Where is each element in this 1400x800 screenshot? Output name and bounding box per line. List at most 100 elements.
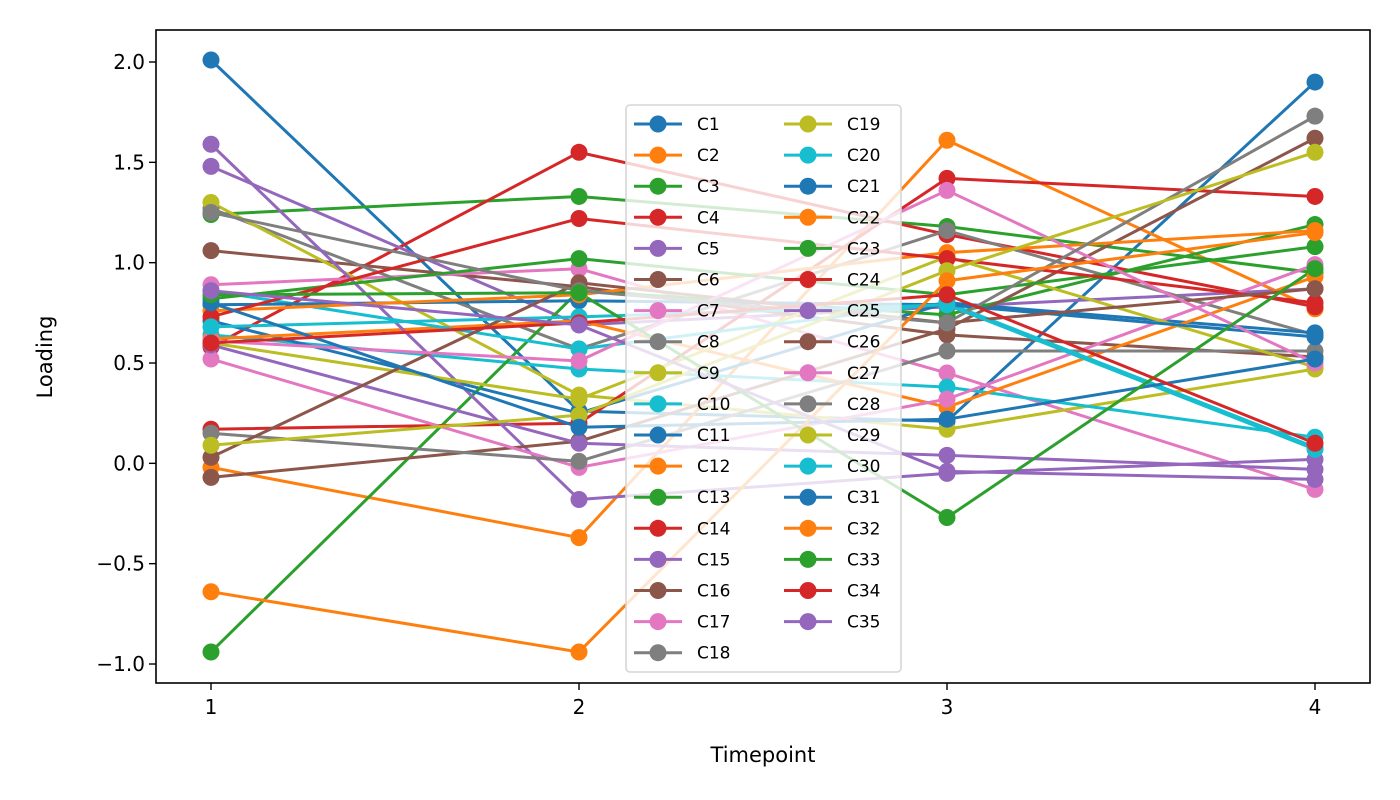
legend-entry-c5: C5 (634, 239, 720, 259)
legend-entry-c17: C17 (634, 613, 731, 633)
legend-label: C27 (847, 364, 881, 384)
data-point-c14-t4 (1306, 187, 1324, 205)
legend-marker-swatch (649, 395, 667, 413)
legend-marker-swatch (649, 271, 667, 288)
data-point-c13-t1 (202, 643, 220, 661)
legend-marker-swatch (649, 302, 667, 320)
data-point-c31-t2 (570, 418, 588, 436)
legend-entry-c25: C25 (784, 302, 881, 322)
data-point-c18-t2 (570, 452, 588, 470)
legend-marker-swatch (799, 146, 817, 164)
legend-label: C11 (697, 426, 731, 446)
data-point-c35-t3 (938, 462, 956, 480)
legend-marker-swatch (649, 146, 667, 164)
data-point-c2-t2 (570, 529, 588, 547)
data-point-c28-t1 (202, 204, 220, 222)
legend-label: C34 (847, 582, 881, 602)
legend-marker-swatch (649, 177, 667, 195)
data-point-c27-t3 (938, 181, 956, 199)
data-point-c30-t1 (202, 318, 220, 336)
legend-box (625, 104, 902, 673)
legend-label: C7 (697, 302, 720, 322)
y-tick-label: 1.0 (113, 251, 145, 275)
legend-entry-c26: C26 (784, 333, 881, 353)
legend-label: C18 (697, 644, 731, 664)
legend-entry-c21: C21 (784, 177, 881, 197)
legend-marker-swatch (799, 364, 817, 382)
legend-marker-swatch (649, 644, 667, 662)
legend-label: C13 (697, 488, 731, 508)
x-tick-label: 2 (573, 695, 586, 719)
legend-marker-swatch (799, 613, 817, 631)
y-tick-label: 0.5 (113, 351, 145, 375)
x-tick-label: 3 (941, 695, 954, 719)
data-point-c35-t2 (570, 316, 588, 334)
legend-label: C30 (847, 457, 881, 477)
legend-entry-c3: C3 (634, 177, 720, 197)
legend-label: C22 (847, 208, 881, 228)
data-point-c4-t2 (570, 143, 588, 161)
y-tick-label: 1.5 (113, 150, 145, 174)
legend-entry-c7: C7 (634, 302, 720, 322)
legend-entry-c15: C15 (634, 550, 731, 570)
legend-entry-c31: C31 (784, 488, 881, 508)
legend-entry-c35: C35 (784, 613, 881, 633)
y-tick-label: 0.0 (113, 451, 145, 475)
legend-marker-swatch (799, 519, 817, 537)
legend-entry-c34: C34 (784, 582, 881, 602)
legend-entry-c9: C9 (634, 364, 720, 384)
legend-entry-c14: C14 (634, 519, 731, 539)
legend-entry-c19: C19 (784, 115, 881, 135)
legend-marker-swatch (649, 457, 667, 475)
legend-label: C21 (847, 177, 881, 197)
legend-marker-swatch (649, 364, 667, 382)
data-point-c15-t1 (202, 135, 220, 153)
legend-label: C35 (847, 613, 881, 633)
legend-marker-swatch (799, 271, 817, 288)
legend-label: C6 (697, 271, 720, 291)
data-point-c7-t3 (938, 364, 956, 382)
legend-entry-c33: C33 (784, 550, 881, 570)
data-point-c23-t4 (1306, 238, 1324, 256)
legend-entry-c4: C4 (634, 208, 720, 228)
data-point-c24-t3 (938, 250, 956, 268)
legend-entry-c6: C6 (634, 271, 720, 291)
y-tick-label: 2.0 (113, 50, 145, 74)
data-point-c5-t1 (202, 157, 220, 175)
data-point-c8-t3 (938, 222, 956, 240)
legend-label: C8 (697, 333, 720, 353)
legend-entry-c24: C24 (784, 271, 881, 291)
legend-marker-swatch (799, 426, 817, 444)
legend-label: C29 (847, 426, 881, 446)
legend-label: C31 (847, 488, 881, 508)
data-point-c18-t1 (202, 424, 220, 442)
legend-marker-swatch (799, 582, 817, 599)
data-point-c29-t1 (202, 436, 220, 454)
legend-label: C9 (697, 364, 720, 384)
data-point-c3-t2 (570, 187, 588, 205)
data-point-c34-t1 (202, 334, 220, 352)
data-point-c25-t3 (938, 446, 956, 464)
data-point-c26-t1 (202, 448, 220, 466)
legend-label: C24 (847, 271, 881, 291)
data-point-c17-t3 (938, 390, 956, 408)
legend-marker-swatch (799, 208, 817, 226)
legend-entry-c29: C29 (784, 426, 881, 446)
data-point-c34-t3 (938, 286, 956, 304)
legend-entry-c22: C22 (784, 208, 881, 228)
data-point-c21-t4 (1306, 328, 1324, 346)
legend-marker-swatch (799, 550, 817, 568)
legend-marker-swatch (649, 613, 667, 631)
legend-marker-swatch (649, 582, 667, 599)
legend-marker-swatch (799, 395, 817, 413)
legend-entry-c12: C12 (634, 457, 731, 477)
data-point-c24-t4 (1306, 294, 1324, 312)
data-point-c33-t3 (938, 509, 956, 527)
plot-frame (155, 29, 1371, 684)
data-point-c2-t3 (938, 131, 956, 149)
legend-marker-swatch (799, 302, 817, 320)
data-point-c32-t4 (1306, 224, 1324, 242)
legend-label: C19 (847, 115, 881, 135)
data-point-c20-t2 (570, 340, 588, 358)
